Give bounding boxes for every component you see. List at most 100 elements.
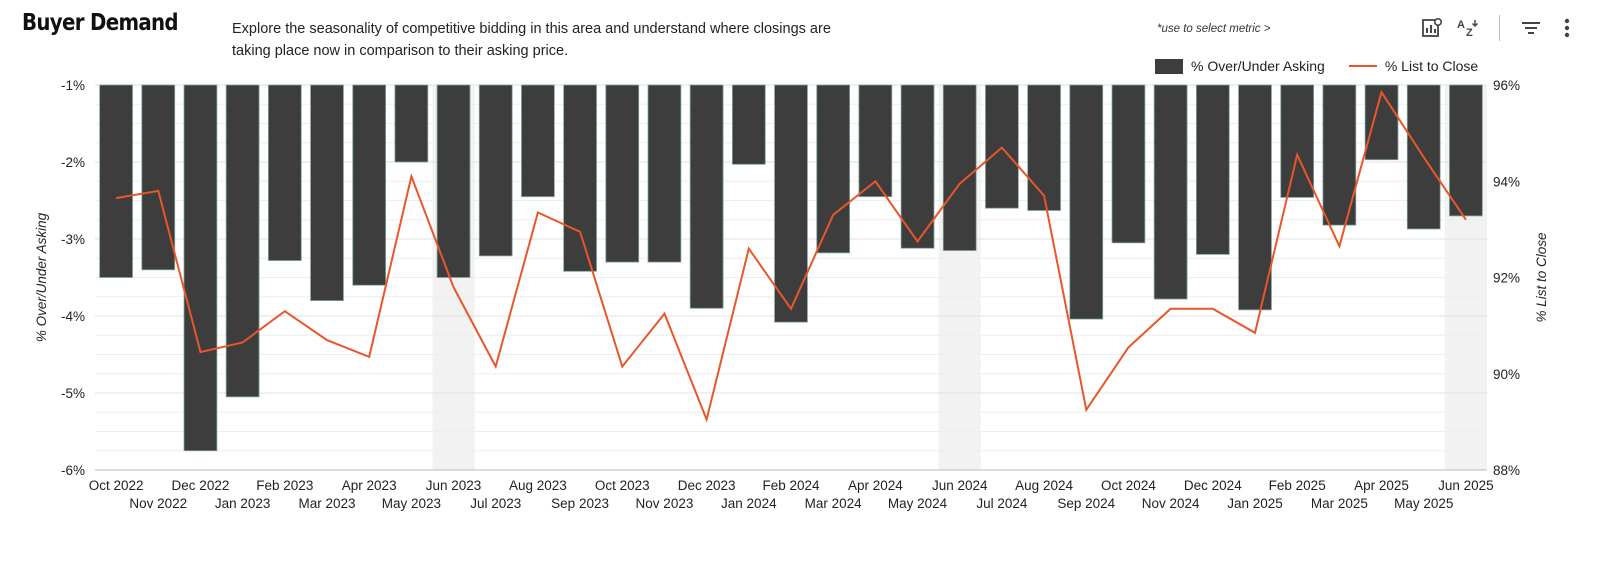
line-point[interactable] xyxy=(1253,330,1258,335)
more-vertical-icon xyxy=(1564,18,1570,38)
more-options-button[interactable] xyxy=(1552,14,1582,42)
bar-jun-2023[interactable] xyxy=(436,84,471,278)
x-tick-label: Apr 2025 xyxy=(1354,478,1409,493)
line-point[interactable] xyxy=(662,311,667,316)
x-tick-label: Jul 2024 xyxy=(976,496,1028,511)
line-point[interactable] xyxy=(156,188,161,193)
bar-sep-2024[interactable] xyxy=(1069,84,1104,320)
bar-sep-2023[interactable] xyxy=(563,84,597,272)
line-point[interactable] xyxy=(957,181,962,186)
bar-jun-2024[interactable] xyxy=(942,84,977,251)
chart-settings-icon xyxy=(1422,17,1443,37)
x-tick-label: Feb 2024 xyxy=(762,478,820,493)
bar-oct-2022[interactable] xyxy=(99,84,133,278)
bar-dec-2022[interactable] xyxy=(183,84,218,452)
line-point[interactable] xyxy=(409,174,414,179)
line-point[interactable] xyxy=(114,196,119,201)
line-point[interactable] xyxy=(282,309,287,314)
filter-button[interactable] xyxy=(1516,14,1546,42)
legend-bar-swatch xyxy=(1155,58,1183,74)
bar-feb-2023[interactable] xyxy=(267,84,302,261)
bar-mar-2024[interactable] xyxy=(816,84,851,254)
chart-toolbar: A Z xyxy=(1417,14,1582,42)
x-tick-label: Oct 2023 xyxy=(595,478,650,493)
bar-aug-2023[interactable] xyxy=(521,84,555,198)
bar-feb-2024[interactable] xyxy=(774,84,808,323)
line-point[interactable] xyxy=(1295,152,1300,157)
line-point[interactable] xyxy=(1421,155,1426,160)
line-point[interactable] xyxy=(325,338,330,343)
left-axis-label: % Over/Under Asking xyxy=(34,212,49,342)
sort-button[interactable]: A Z xyxy=(1453,14,1483,42)
bar-may-2023[interactable] xyxy=(394,84,429,163)
line-point[interactable] xyxy=(746,246,751,251)
sort-az-icon: A Z xyxy=(1457,19,1479,39)
line-point[interactable] xyxy=(1463,217,1468,222)
toolbar-divider xyxy=(1499,15,1500,41)
legend-line-swatch xyxy=(1348,65,1377,67)
bar-dec-2024[interactable] xyxy=(1195,84,1230,255)
line-point[interactable] xyxy=(1210,306,1215,311)
line-point[interactable] xyxy=(620,364,625,369)
bar-feb-2025[interactable] xyxy=(1280,84,1315,198)
line-point[interactable] xyxy=(1042,193,1047,198)
bar-dec-2023[interactable] xyxy=(689,84,724,309)
right-axis-ticks: 96% 94% 92% 90% 88% xyxy=(1493,78,1520,478)
line-point[interactable] xyxy=(1168,306,1173,311)
bar-nov-2022[interactable] xyxy=(141,84,176,271)
legend-line-label[interactable]: % List to Close xyxy=(1384,58,1479,74)
line-point[interactable] xyxy=(831,212,836,217)
bar-jan-2024[interactable] xyxy=(731,84,766,165)
line-point[interactable] xyxy=(704,417,709,422)
x-tick-label: Sep 2023 xyxy=(551,496,609,511)
left-tick-label: -2% xyxy=(61,155,85,170)
bar-apr-2025[interactable] xyxy=(1364,84,1399,161)
bar-mar-2025[interactable] xyxy=(1322,84,1357,226)
bar-may-2024[interactable] xyxy=(900,84,935,249)
bar-aug-2024[interactable] xyxy=(1027,84,1061,211)
bar-jun-2025[interactable] xyxy=(1449,84,1483,217)
line-point[interactable] xyxy=(578,229,583,234)
chart-subtitle: Explore the seasonality of competitive b… xyxy=(232,21,831,59)
x-tick-label: Feb 2025 xyxy=(1269,478,1326,493)
x-tick-label: Mar 2023 xyxy=(298,496,355,511)
x-tick-label: Nov 2024 xyxy=(1142,496,1200,511)
chart-settings-button[interactable] xyxy=(1417,14,1447,42)
right-tick-label: 94% xyxy=(1493,174,1520,189)
list-to-close-line[interactable] xyxy=(115,89,1467,423)
x-tick-label: Mar 2024 xyxy=(805,496,863,511)
bar-nov-2024[interactable] xyxy=(1153,84,1188,300)
bar-nov-2023[interactable] xyxy=(647,84,682,263)
line-point[interactable] xyxy=(873,179,878,184)
right-tick-label: 96% xyxy=(1493,78,1520,93)
x-tick-label: Jan 2024 xyxy=(721,496,777,511)
line-point[interactable] xyxy=(999,145,1004,150)
x-tick-label: Aug 2024 xyxy=(1015,478,1073,493)
x-tick-label: May 2023 xyxy=(382,496,441,511)
left-axis-ticks: -1% -2% -3% -4% -5% -6% xyxy=(61,78,85,478)
line-point[interactable] xyxy=(789,306,794,311)
line-point[interactable] xyxy=(240,340,245,345)
line-point[interactable] xyxy=(367,354,372,359)
bar-jul-2023[interactable] xyxy=(478,84,513,257)
line-point[interactable] xyxy=(493,364,498,369)
bar-oct-2023[interactable] xyxy=(605,84,640,263)
line-point[interactable] xyxy=(451,285,456,290)
line-point[interactable] xyxy=(1337,244,1342,249)
line-point[interactable] xyxy=(198,350,203,355)
bar-apr-2023[interactable] xyxy=(352,84,387,286)
line-point[interactable] xyxy=(1379,90,1384,95)
line-point[interactable] xyxy=(1084,407,1089,412)
x-tick-label: Jun 2024 xyxy=(932,478,988,493)
bar-jan-2023[interactable] xyxy=(225,84,260,398)
line-point[interactable] xyxy=(915,239,920,244)
line-point[interactable] xyxy=(535,210,540,215)
bar-jan-2025[interactable] xyxy=(1238,84,1272,311)
svg-text:A: A xyxy=(1457,19,1465,31)
line-point[interactable] xyxy=(1126,345,1131,350)
legend-bar-label[interactable]: % Over/Under Asking xyxy=(1191,58,1325,74)
bar-mar-2023[interactable] xyxy=(310,84,344,302)
x-tick-label: Jan 2025 xyxy=(1227,496,1283,511)
bar-oct-2024[interactable] xyxy=(1111,84,1146,244)
bar-apr-2024[interactable] xyxy=(858,84,893,198)
